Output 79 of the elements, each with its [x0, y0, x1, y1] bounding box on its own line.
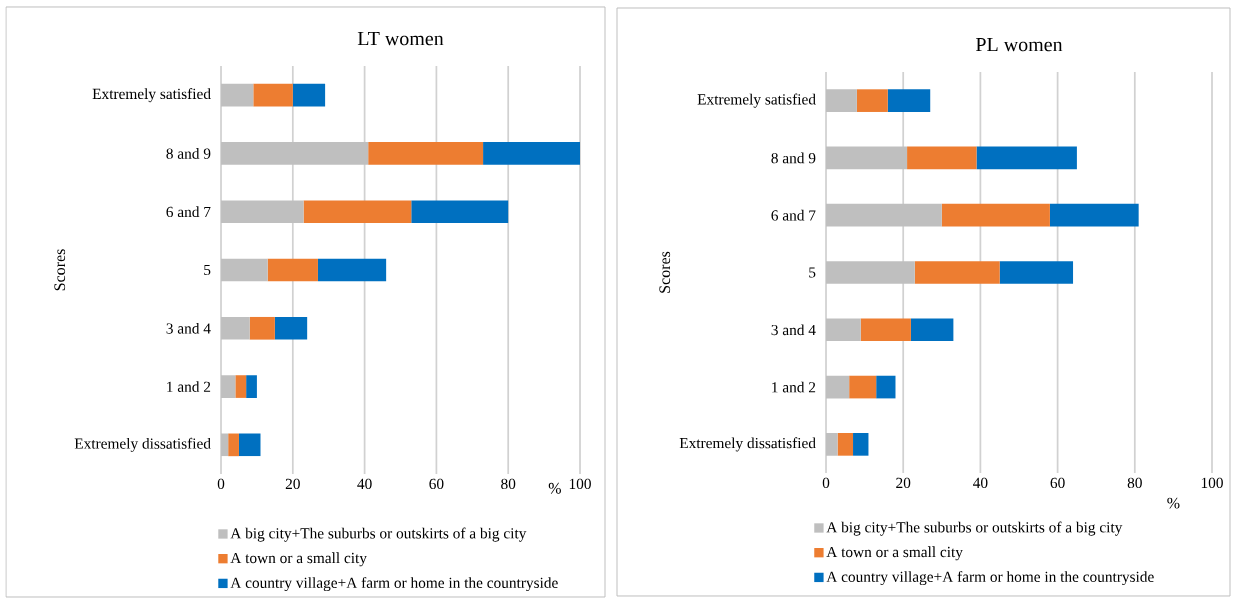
bar [976, 146, 1077, 170]
bar [826, 203, 942, 227]
bar [317, 258, 387, 282]
x-tick-label: 40 [357, 478, 372, 490]
y-tick-label: 1 and 2 [772, 381, 816, 393]
x-axis-title: % [1167, 497, 1180, 509]
legend-label: A big city+The suburbs or outskirts of a big city [826, 521, 1123, 536]
y-tick-label: Extremely satisfied [92, 88, 211, 103]
legend-label: A town or a small city [230, 552, 367, 567]
y-tick-label: Extremely dissatisfied [679, 437, 816, 452]
y-tick-label: Extremely satisfied [697, 93, 816, 108]
bar [837, 433, 854, 456]
bar [483, 142, 581, 165]
bar [292, 83, 326, 107]
x-tick-label: 100 [569, 478, 591, 490]
bar [826, 261, 915, 284]
bar [249, 316, 275, 340]
x-tick-label: 20 [285, 478, 300, 490]
bar [303, 200, 412, 224]
legend-label: A country village+A farm or home in the countryside [826, 571, 1154, 586]
x-tick-label: 20 [896, 477, 911, 489]
bar [876, 375, 896, 399]
bar [221, 200, 304, 224]
x-tick-label: 80 [501, 478, 516, 490]
x-tick-label: 0 [217, 478, 225, 490]
bar [221, 258, 268, 282]
legend-label: A country village+A farm or home in the countryside [230, 577, 558, 592]
bar [411, 200, 509, 224]
bar [235, 375, 247, 398]
bar [860, 318, 911, 342]
bar [887, 89, 931, 112]
bar [1049, 203, 1139, 227]
y-axis-title: Scores [659, 251, 671, 293]
y-tick-label: 3 and 4 [771, 324, 816, 336]
bar [221, 142, 369, 165]
legend-label: A big city+The suburbs or outskirts of a big city [230, 527, 527, 542]
y-tick-label: Extremely dissatisfied [74, 437, 211, 452]
bar [907, 146, 977, 170]
bar [253, 83, 293, 107]
bar [849, 375, 877, 399]
x-tick-label: 80 [1127, 477, 1142, 489]
bar [826, 375, 850, 399]
bar [368, 142, 484, 165]
bar [274, 316, 308, 340]
bar [941, 203, 1050, 227]
bar [228, 433, 239, 457]
y-tick-label: 8 and 9 [771, 152, 816, 164]
bar [267, 258, 318, 282]
bar [238, 433, 261, 457]
bar [914, 261, 1000, 284]
bar [221, 316, 250, 340]
bar [853, 433, 869, 456]
bar [221, 83, 254, 107]
x-tick-label: 100 [1201, 477, 1223, 489]
bar [999, 261, 1074, 284]
legend-label: A town or a small city [826, 546, 963, 561]
bar [856, 89, 888, 112]
chart-title: LT women [357, 32, 444, 46]
y-tick-label: 5 [809, 267, 816, 278]
x-axis-title: % [548, 482, 561, 494]
y-tick-label: 8 and 9 [166, 148, 211, 159]
y-tick-label: 6 and 7 [771, 209, 816, 221]
x-tick-label: 60 [1050, 477, 1065, 489]
bar [826, 318, 861, 342]
y-tick-label: 1 and 2 [167, 381, 211, 392]
y-tick-label: 3 and 4 [166, 322, 211, 334]
x-tick-label: 40 [973, 477, 988, 489]
y-axis-title: Scores [54, 249, 66, 291]
bar [221, 375, 236, 398]
chart-title: PL women [975, 38, 1063, 52]
bar [826, 146, 908, 170]
x-tick-label: 0 [822, 477, 830, 489]
bar [246, 375, 257, 398]
x-tick-label: 60 [429, 478, 444, 490]
bar [826, 89, 857, 112]
y-tick-label: 6 and 7 [166, 206, 211, 218]
y-tick-label: 5 [204, 264, 211, 276]
bar [910, 318, 954, 342]
bar [826, 433, 838, 456]
